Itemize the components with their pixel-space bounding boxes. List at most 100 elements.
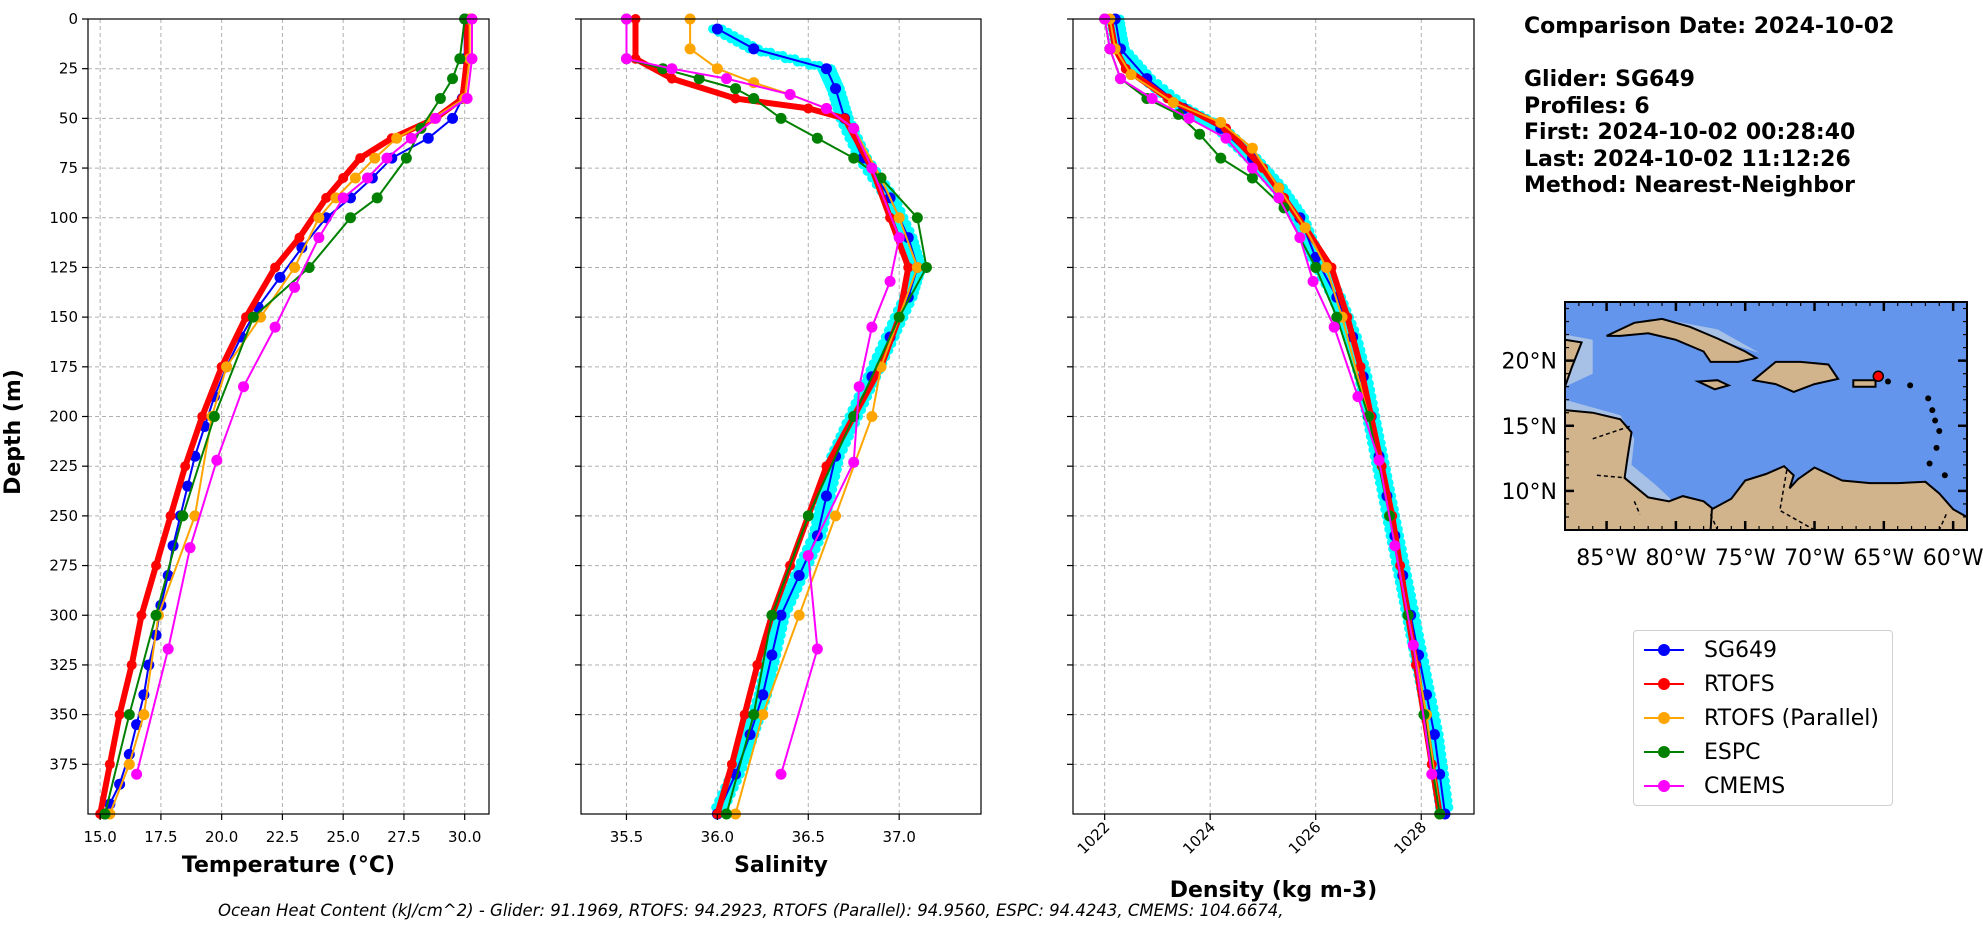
map-land-yucatan bbox=[1565, 338, 1583, 388]
series-point bbox=[820, 63, 832, 75]
series-point bbox=[294, 232, 305, 243]
series-point bbox=[123, 709, 135, 721]
series-rtofs-parallel- bbox=[1104, 13, 1446, 820]
ocean-heat-content-text: Ocean Heat Content (kJ/cm^2) - Glider: 9… bbox=[218, 901, 1284, 920]
y-tick-label: 75 bbox=[59, 159, 78, 177]
last-time: Last: 2024-10-02 11:12:26 bbox=[1524, 146, 1851, 172]
profile-count: Profiles: 6 bbox=[1524, 93, 1650, 119]
profile-cloud-point bbox=[1438, 756, 1448, 766]
series-point bbox=[748, 709, 760, 721]
map-lon-label: 75°W bbox=[1715, 546, 1776, 571]
map-land-cuba bbox=[1606, 317, 1760, 363]
comparison-date: Comparison Date: 2024-10-02 bbox=[1524, 14, 1895, 39]
map-land-central-america bbox=[1565, 409, 1715, 530]
series-point bbox=[1167, 96, 1179, 108]
series-point bbox=[811, 643, 823, 655]
series-point bbox=[289, 281, 301, 293]
series-point bbox=[150, 609, 162, 621]
x-tick-label: 35.5 bbox=[610, 828, 643, 846]
legend-item-sg649: SG649 bbox=[1644, 635, 1777, 665]
series-point bbox=[1355, 361, 1366, 372]
y-tick-label: 225 bbox=[49, 457, 78, 475]
series-point bbox=[1294, 232, 1306, 244]
map-frame bbox=[1564, 301, 1968, 531]
series-point bbox=[820, 490, 832, 502]
series-point bbox=[1328, 321, 1340, 333]
map-border bbox=[1633, 501, 1641, 515]
map-land-puerto-rico bbox=[1852, 379, 1877, 388]
series-point bbox=[461, 93, 473, 104]
glider-name: Glider: SG649 bbox=[1524, 67, 1695, 92]
y-tick-label: 125 bbox=[49, 258, 78, 276]
series-point bbox=[151, 560, 162, 571]
profile-cloud-point bbox=[1435, 736, 1445, 746]
profile-cloud-point bbox=[1442, 789, 1452, 799]
series-point bbox=[104, 759, 115, 770]
series-point bbox=[221, 361, 233, 373]
series-point bbox=[269, 321, 281, 333]
series-point bbox=[349, 172, 361, 184]
series-point bbox=[893, 311, 905, 323]
x-tick-label: 1024 bbox=[1179, 818, 1219, 858]
series-point bbox=[1246, 172, 1258, 184]
method: Method: Nearest-Neighbor bbox=[1524, 173, 1855, 198]
series-point bbox=[620, 53, 632, 65]
series-point bbox=[211, 454, 223, 466]
x-tick-label: 15.0 bbox=[83, 828, 116, 846]
y-tick-label: 275 bbox=[49, 557, 78, 575]
legend-label: RTOFS (Parallel) bbox=[1704, 705, 1879, 731]
map-lon-label: 85°W bbox=[1576, 546, 1637, 571]
map-border bbox=[1938, 514, 1947, 530]
series-point bbox=[730, 83, 742, 95]
profile-cloud-point bbox=[1437, 749, 1447, 759]
x-tick-label: 1022 bbox=[1074, 818, 1114, 858]
series-cmems bbox=[620, 13, 905, 780]
map-land-jamaica bbox=[1694, 379, 1732, 391]
location-map: 85°W 80°W 75°W 70°W 65°W 60°W 20°N 15°N 10°N bbox=[1502, 301, 1983, 571]
series-point bbox=[1246, 142, 1258, 154]
series-point bbox=[247, 311, 259, 323]
map-body bbox=[1565, 302, 1967, 530]
y-tick-label: 150 bbox=[49, 308, 78, 326]
series-point bbox=[848, 152, 860, 164]
profile-cloud-point bbox=[1443, 796, 1453, 806]
series-point bbox=[289, 261, 301, 273]
x-tick-label: 27.5 bbox=[387, 828, 420, 846]
series-point bbox=[1273, 192, 1285, 204]
map-lon-label: 65°W bbox=[1853, 546, 1914, 571]
series-point bbox=[313, 212, 325, 224]
series-cmems bbox=[1099, 13, 1438, 780]
series-point bbox=[162, 643, 174, 655]
series-point bbox=[337, 192, 349, 204]
x-tick-label: 37.0 bbox=[882, 828, 915, 846]
panel-2: 35.5 36.0 36.5 37.0 Salinity bbox=[575, 13, 982, 878]
series-point bbox=[1114, 73, 1126, 85]
series-point bbox=[875, 172, 887, 184]
x-tick-label: 30.0 bbox=[448, 828, 481, 846]
series-point bbox=[1407, 639, 1419, 651]
map-island bbox=[1936, 427, 1943, 434]
series-point bbox=[803, 103, 814, 114]
series-point bbox=[177, 510, 189, 522]
series-point bbox=[748, 43, 760, 55]
map-lon-label: 70°W bbox=[1784, 546, 1845, 571]
legend-item-espc: ESPC bbox=[1644, 737, 1761, 767]
x-tick-label: 20.0 bbox=[205, 828, 238, 846]
series-point bbox=[1426, 768, 1438, 780]
series-point bbox=[775, 609, 787, 621]
series-point bbox=[793, 570, 805, 581]
series-point bbox=[1104, 43, 1116, 55]
x-tick-label: 1028 bbox=[1390, 818, 1430, 858]
x-tick-label: 17.5 bbox=[144, 828, 177, 846]
y-tick-label: 25 bbox=[59, 60, 78, 78]
series-point bbox=[1331, 311, 1343, 323]
series-point bbox=[131, 768, 143, 780]
series-point bbox=[911, 212, 923, 224]
series-point bbox=[189, 510, 201, 522]
series-point bbox=[138, 709, 150, 721]
x-tick-label: 1026 bbox=[1285, 818, 1325, 858]
series-point bbox=[1320, 261, 1332, 273]
series-point bbox=[884, 275, 896, 287]
axes-frame bbox=[1072, 18, 1475, 815]
series-point bbox=[270, 262, 281, 273]
